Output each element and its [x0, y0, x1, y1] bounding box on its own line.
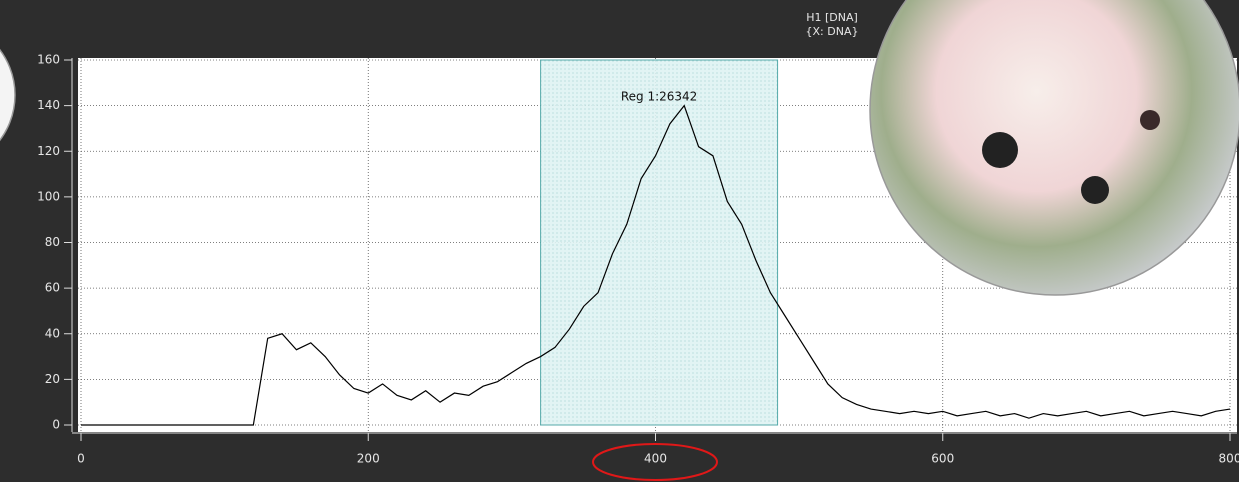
region-label: Reg 1:26342 — [621, 90, 697, 104]
left-photo — [0, 20, 15, 170]
x-tick-label: 800 — [1219, 452, 1239, 466]
flower-center — [1081, 176, 1109, 204]
y-tick-label: 0 — [52, 418, 60, 432]
flower-center — [1140, 110, 1160, 130]
x-tick-label: 200 — [357, 452, 380, 466]
x-tick-label: 0 — [77, 452, 85, 466]
y-tick-label: 140 — [37, 98, 60, 112]
y-tick-label: 100 — [37, 189, 60, 203]
y-tick-label: 80 — [45, 235, 60, 249]
y-tick-label: 160 — [37, 53, 60, 67]
y-tick-label: 40 — [45, 326, 60, 340]
region — [541, 60, 778, 425]
page: {"chart_data": {"type": "line", "title":… — [0, 0, 1239, 482]
y-tick-label: 120 — [37, 144, 60, 158]
x-tick-label: 400 — [644, 452, 667, 466]
chart: 0 20 40 60 80 100 120 140 160 0 200 400 600 800 Reg 1:… — [0, 0, 1239, 482]
y-tick-label: 60 — [45, 281, 60, 295]
y-tick-label: 20 — [45, 372, 60, 386]
flower-center — [982, 132, 1018, 168]
chart-title: H1 [DNA] — [806, 11, 858, 24]
x-tick-label: 600 — [931, 452, 954, 466]
chart-subtitle: {X: DNA} — [806, 25, 859, 38]
